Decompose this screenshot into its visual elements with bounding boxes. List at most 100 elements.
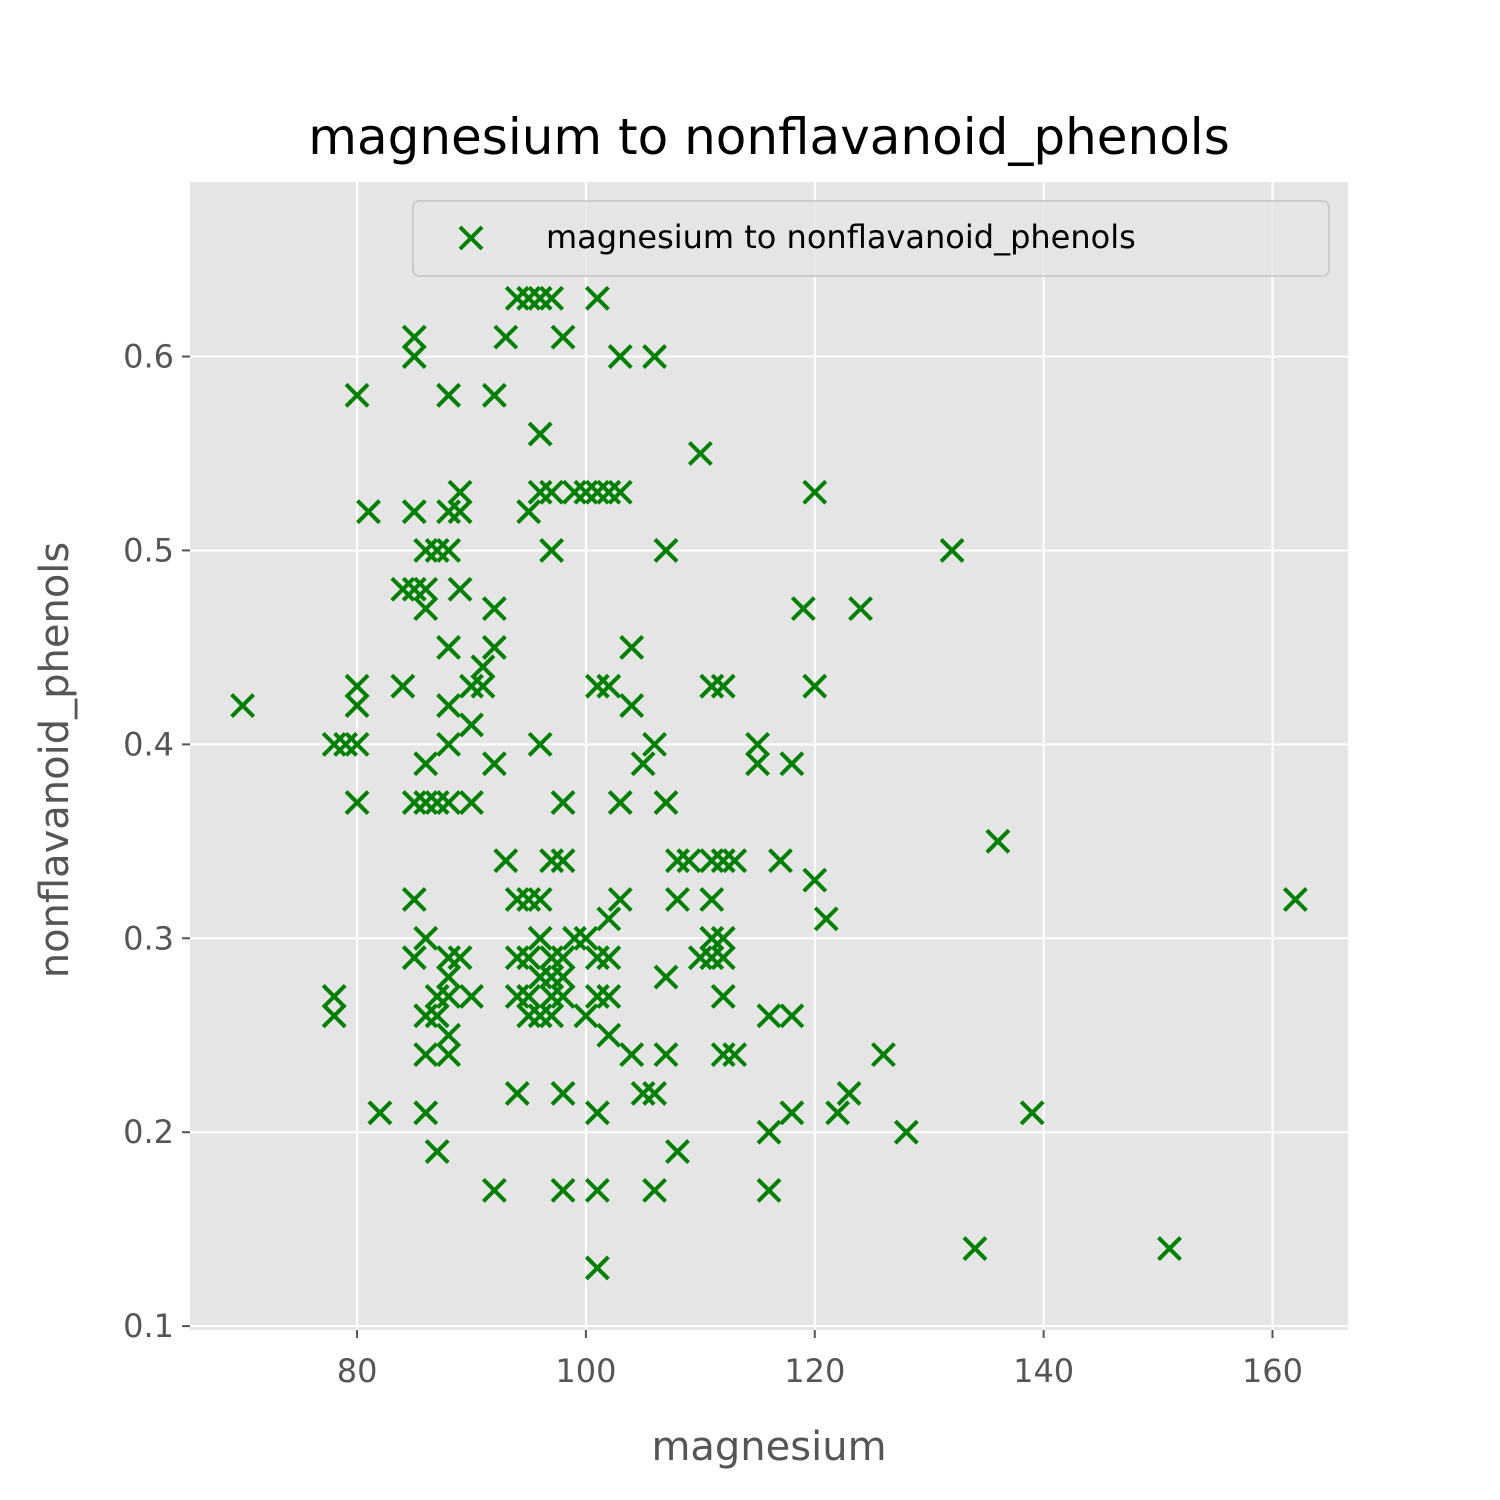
data-point (550, 848, 576, 874)
data-point (436, 1042, 462, 1068)
data-point (436, 693, 462, 718)
data-point (768, 848, 793, 874)
y-tick-label: 0.6 (123, 338, 174, 376)
data-point (470, 654, 496, 680)
data-point (470, 673, 496, 699)
data-point (447, 499, 473, 525)
data-point (321, 1003, 347, 1029)
data-point (699, 848, 725, 874)
data-point (504, 945, 530, 971)
data-point (710, 925, 736, 951)
data-point (550, 790, 576, 815)
data-point (367, 1100, 393, 1126)
data-point (413, 1100, 439, 1126)
data-point (424, 1139, 450, 1165)
data-point (756, 1119, 782, 1145)
data-point (516, 285, 542, 311)
y-axis-ticks: 0.1 0.2 0.3 0.4 0.5 0.6 (123, 338, 190, 1345)
legend-marker-icon (458, 225, 484, 251)
data-point (596, 945, 622, 971)
data-point (413, 751, 439, 777)
data-point (413, 925, 439, 951)
data-point (413, 1042, 439, 1068)
y-tick-label: 0.2 (123, 1113, 174, 1151)
data-point (619, 1042, 645, 1068)
data-point (516, 887, 542, 912)
data-point (539, 1003, 565, 1029)
data-point (1282, 887, 1308, 912)
data-point (1019, 1100, 1045, 1126)
data-point (848, 596, 873, 622)
data-point (596, 1022, 622, 1048)
data-point (356, 499, 381, 525)
x-axis-ticks: 80 100 120 140 160 (337, 1330, 1303, 1390)
data-point (871, 1042, 896, 1068)
data-point (527, 887, 553, 912)
data-point (539, 285, 565, 311)
data-point (573, 1003, 599, 1029)
data-point (481, 751, 507, 777)
y-tick-label: 0.4 (123, 725, 174, 763)
data-point (802, 479, 828, 505)
data-point (436, 984, 462, 1009)
data-point (447, 479, 473, 505)
data-point (459, 673, 484, 699)
data-point (710, 984, 736, 1009)
data-point (962, 1236, 988, 1261)
data-point (596, 673, 622, 699)
data-point (424, 538, 450, 563)
data-point (584, 1255, 610, 1281)
data-point (516, 945, 542, 971)
data-point (550, 1177, 576, 1203)
data-point (596, 906, 622, 932)
data-point (642, 1177, 667, 1203)
data-point (527, 285, 553, 311)
data-point (745, 751, 770, 777)
data-point (584, 1177, 610, 1203)
data-point (401, 499, 427, 525)
x-tick-label: 80 (337, 1352, 378, 1390)
data-point (481, 596, 507, 622)
data-point (459, 790, 484, 815)
data-point (436, 538, 462, 563)
data-point (481, 1177, 507, 1203)
data-point (516, 1003, 542, 1029)
data-point (653, 538, 679, 563)
data-point (539, 984, 565, 1009)
data-point (344, 382, 370, 408)
data-point (516, 984, 542, 1009)
data-point (539, 964, 565, 990)
data-point (893, 1119, 919, 1145)
data-point (584, 945, 610, 971)
data-points (230, 285, 1308, 1281)
data-point (939, 538, 965, 563)
data-point (344, 731, 370, 757)
data-point (527, 964, 553, 990)
data-point (550, 1081, 576, 1106)
data-point (619, 634, 645, 660)
data-point (653, 1042, 679, 1068)
data-point (493, 324, 519, 350)
data-point (813, 906, 839, 932)
data-point (722, 848, 748, 874)
data-point (802, 673, 828, 699)
grid (190, 182, 1348, 1330)
data-point (710, 673, 736, 699)
data-point (481, 634, 507, 660)
data-point (687, 945, 713, 971)
data-point (504, 285, 530, 311)
data-point (401, 790, 427, 815)
data-point (459, 984, 484, 1009)
data-point (413, 538, 439, 563)
data-point (333, 731, 359, 757)
data-point (745, 731, 770, 757)
plot-area (190, 182, 1348, 1330)
data-point (573, 479, 599, 505)
y-tick-label: 0.1 (123, 1307, 174, 1345)
data-point (779, 1003, 805, 1029)
data-point (642, 731, 667, 757)
data-point (607, 887, 633, 912)
data-point (539, 479, 565, 505)
data-point (390, 673, 416, 699)
